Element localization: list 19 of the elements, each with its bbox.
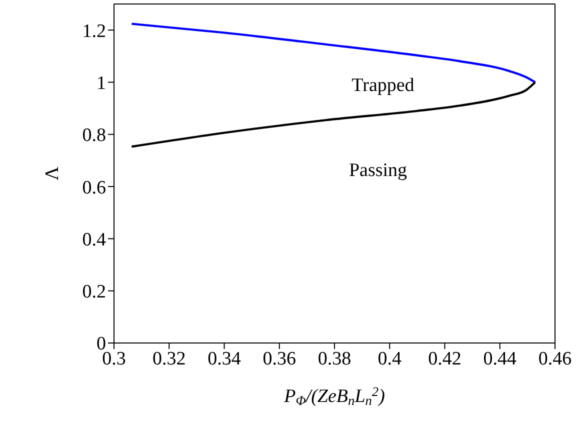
x-tick-label: 0.46 [538, 348, 572, 370]
x-axis-title: P$_{Φ}$/(ZeB$_{n}$L$_{n}$$^{2}$) [283, 384, 385, 408]
y-tick-label: 0.4 [82, 229, 106, 250]
x-tick-label: 0.3 [102, 348, 126, 370]
y-tick-label: 0.2 [82, 282, 106, 303]
x-tick-label: 0.36 [262, 348, 296, 370]
y-axis-title: Λ [42, 166, 63, 180]
y-tick-label: 1 [96, 72, 106, 94]
y-tick-label: 1.2 [82, 20, 106, 42]
x-tick-label: 0.38 [318, 348, 352, 370]
x-tick-label: 0.44 [483, 348, 517, 370]
x-tick-label: 0.4 [378, 348, 402, 370]
x-tick-label: 0.32 [152, 348, 186, 370]
x-tick-label: 0.42 [428, 348, 462, 370]
annotation: Passing [348, 160, 408, 182]
x-tick-label: 0.34 [208, 348, 242, 370]
y-tick-label: 0.6 [82, 177, 106, 198]
y-tick-label: 0.8 [82, 125, 106, 146]
annotation: Trapped [352, 75, 414, 97]
